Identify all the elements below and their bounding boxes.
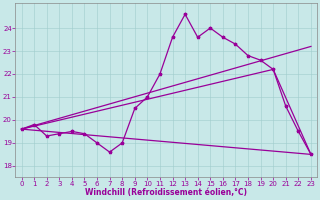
X-axis label: Windchill (Refroidissement éolien,°C): Windchill (Refroidissement éolien,°C) — [85, 188, 247, 197]
